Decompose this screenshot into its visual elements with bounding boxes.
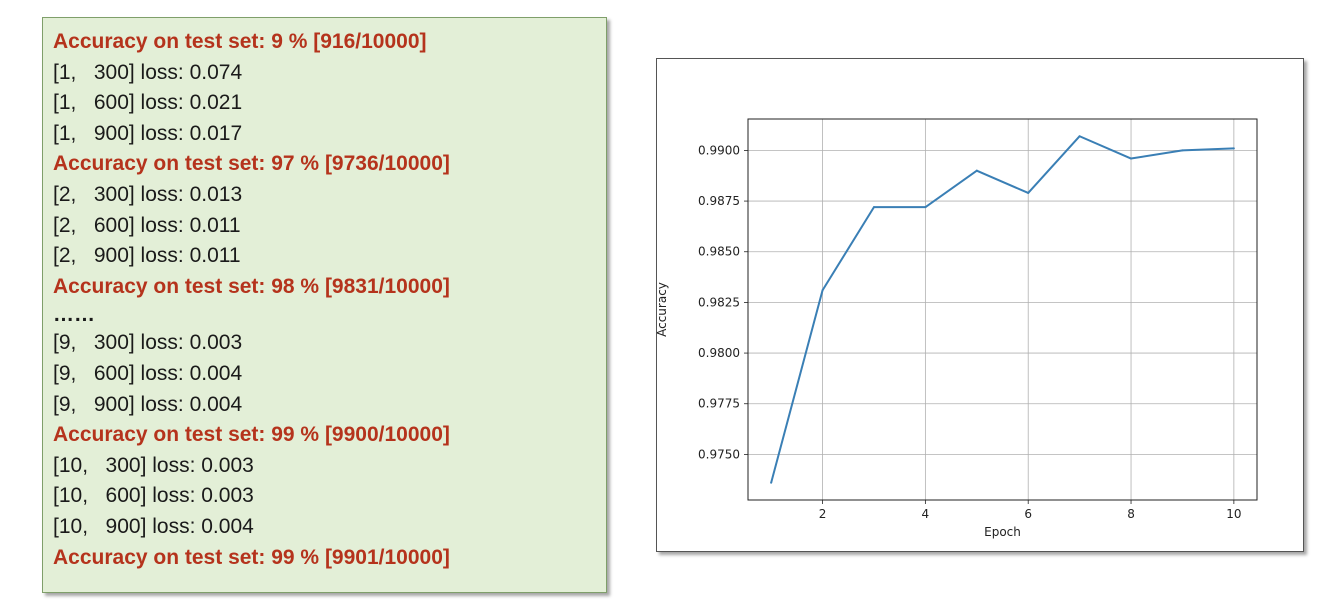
loss-line: [2, 600] loss: 0.011	[53, 213, 241, 237]
loss-line: [9, 600] loss: 0.004	[53, 361, 243, 385]
y-tick-label: 0.9825	[698, 295, 740, 309]
accuracy-line: Accuracy on test set: 99 % [9900/10000]	[53, 423, 450, 447]
loss-line: [1, 600] loss: 0.021	[53, 91, 243, 115]
accuracy-line: Accuracy on test set: 98 % [9831/10000]	[53, 274, 450, 298]
loss-line: [10, 900] loss: 0.004	[53, 514, 254, 538]
x-tick-label: 10	[1226, 507, 1241, 521]
x-tick-label: 8	[1127, 507, 1135, 521]
grid-layer	[748, 119, 1257, 500]
y-tick-label: 0.9750	[698, 447, 740, 461]
ellipsis-line: ……	[53, 303, 95, 327]
series-layer	[770, 135, 1235, 484]
plot-area-border	[747, 118, 1258, 501]
accuracy-data-point	[975, 169, 978, 172]
loss-line: [2, 300] loss: 0.013	[53, 182, 243, 206]
accuracy-line-chart: 2 4 6 8 10 0.9750 0.9775 0.9800 0.9825 0.9850 0.98…	[657, 118, 1258, 539]
accuracy-data-point	[872, 206, 875, 209]
y-axis-label: Accuracy	[657, 282, 669, 337]
x-tick-label: 6	[1024, 507, 1032, 521]
tick-layer: 2 4 6 8 10 0.9750 0.9775 0.9800 0.9825 0.9850 0.98…	[698, 143, 1242, 521]
loss-line: [1, 900] loss: 0.017	[53, 121, 243, 145]
accuracy-chart-frame: 2 4 6 8 10 0.9750 0.9775 0.9800 0.9825 0.9850 0.98…	[656, 58, 1304, 552]
accuracy-line: Accuracy on test set: 99 % [9901/10000]	[53, 545, 450, 569]
loss-line: [1, 300] loss: 0.074	[53, 60, 243, 84]
loss-line: [9, 300] loss: 0.003	[53, 331, 243, 355]
x-tick-label: 4	[922, 507, 930, 521]
accuracy-series-line	[770, 135, 1234, 484]
loss-line: [10, 600] loss: 0.003	[53, 484, 254, 508]
accuracy-data-point	[1232, 147, 1235, 150]
accuracy-data-point	[924, 206, 927, 209]
accuracy-data-point	[770, 481, 773, 484]
loss-line: [10, 300] loss: 0.003	[53, 453, 254, 477]
y-tick-label: 0.9900	[698, 143, 740, 157]
accuracy-data-point	[1027, 191, 1030, 194]
x-tick-label: 2	[819, 507, 827, 521]
accuracy-data-point	[1181, 149, 1184, 152]
x-axis-label: Epoch	[984, 525, 1021, 539]
accuracy-data-point	[1130, 157, 1133, 160]
accuracy-data-point	[821, 289, 824, 292]
y-tick-label: 0.9875	[698, 194, 740, 208]
accuracy-line: Accuracy on test set: 9 % [916/10000]	[53, 30, 427, 53]
y-tick-label: 0.9775	[698, 397, 740, 411]
loss-line: [2, 900] loss: 0.011	[53, 244, 241, 268]
training-log-panel: Accuracy on test set: 9 % [916/10000] [1,…	[42, 17, 607, 593]
accuracy-line: Accuracy on test set: 97 % [9736/10000]	[53, 152, 450, 176]
y-tick-label: 0.9800	[698, 346, 740, 360]
loss-line: [9, 900] loss: 0.004	[53, 392, 243, 416]
accuracy-data-point	[1078, 135, 1081, 138]
y-tick-label: 0.9850	[698, 245, 740, 259]
